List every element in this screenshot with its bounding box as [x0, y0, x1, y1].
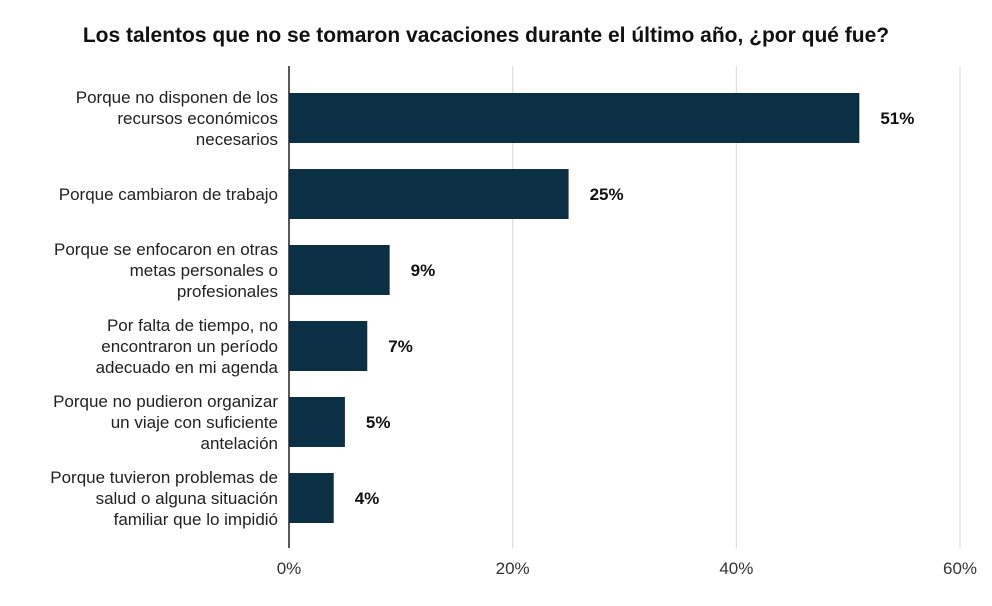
bar: [289, 93, 860, 143]
category-label: Porque cambiaron de trabajo: [59, 185, 278, 204]
bar: [289, 169, 569, 219]
x-tick-label: 0%: [277, 559, 302, 578]
bars: [289, 93, 860, 523]
data-label: 9%: [411, 261, 436, 280]
category-label-line: Porque tuvieron problemas de: [50, 468, 278, 487]
category-label-line: Porque no pudieron organizar: [53, 392, 278, 411]
category-label-line: metas personales o: [130, 261, 278, 280]
category-label-line: familiar que lo impidió: [114, 510, 278, 529]
category-label-line: Porque cambiaron de trabajo: [59, 185, 278, 204]
category-label-line: necesarios: [196, 130, 278, 149]
data-label: 5%: [366, 413, 391, 432]
x-tick-label: 20%: [496, 559, 530, 578]
category-label-line: Porque se enfocaron en otras: [54, 240, 278, 259]
bar: [289, 397, 345, 447]
data-label: 4%: [355, 489, 380, 508]
category-label-line: adecuado en mi agenda: [96, 358, 279, 377]
data-label: 25%: [590, 185, 624, 204]
category-label-line: salud o alguna situación: [96, 489, 278, 508]
chart-title: Los talentos que no se tomaron vacacione…: [83, 24, 889, 47]
category-labels: Porque no disponen de los recursos económ…: [50, 88, 278, 529]
category-label: Porque tuvieron problemas de salud o algu…: [50, 468, 278, 529]
category-label: Porque no pudieron organizar un viaje con…: [53, 392, 278, 453]
category-label-line: Por falta de tiempo, no: [107, 316, 278, 335]
category-label-line: Porque no disponen de los: [76, 88, 278, 107]
x-axis-ticks: 0% 20% 40% 60%: [277, 559, 977, 578]
bar: [289, 473, 334, 523]
category-label: Porque se enfocaron en otras metas person…: [54, 240, 278, 301]
x-tick-label: 40%: [719, 559, 753, 578]
bar: [289, 245, 390, 295]
category-label-line: recursos económicos: [117, 109, 278, 128]
category-label: Por falta de tiempo, no encontraron un pe…: [96, 316, 279, 377]
data-label: 7%: [388, 337, 413, 356]
bar: [289, 321, 368, 371]
category-label-line: antelación: [200, 434, 278, 453]
value-labels: 51% 25% 9% 7% 5% 4%: [355, 109, 915, 508]
data-label: 51%: [880, 109, 914, 128]
category-label-line: un viaje con suficiente: [111, 413, 278, 432]
category-label-line: profesionales: [177, 282, 278, 301]
gridlines: [512, 66, 961, 548]
category-label-line: encontraron un período: [101, 337, 278, 356]
category-label: Porque no disponen de los recursos económ…: [76, 88, 278, 149]
x-tick-label: 60%: [943, 559, 977, 578]
